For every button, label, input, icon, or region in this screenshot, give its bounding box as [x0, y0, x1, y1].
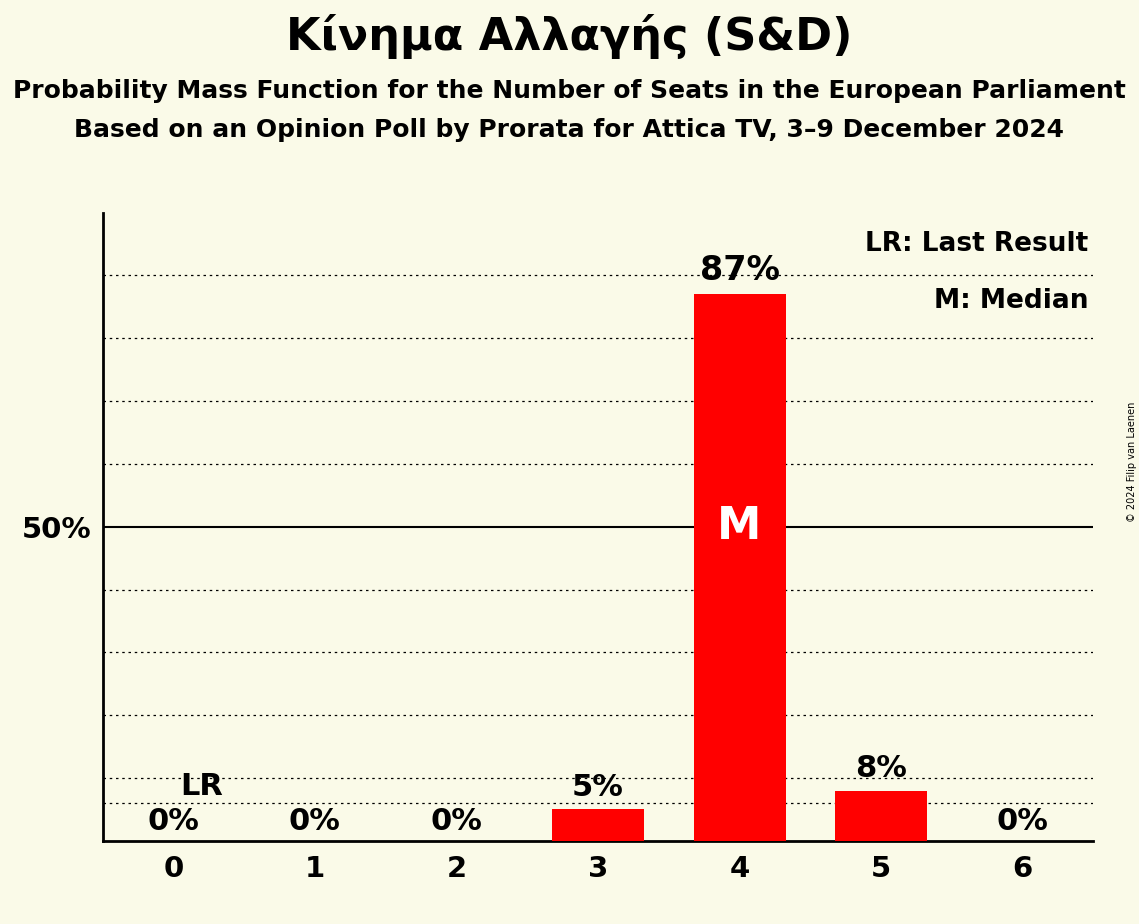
- Text: 0%: 0%: [289, 807, 341, 836]
- Text: 8%: 8%: [855, 754, 907, 783]
- Bar: [552, 809, 644, 841]
- Text: LR: LR: [180, 772, 223, 800]
- Text: M: M: [718, 505, 762, 548]
- Text: LR: Last Result: LR: Last Result: [866, 231, 1089, 258]
- Text: Based on an Opinion Poll by Prorata for Attica TV, 3–9 December 2024: Based on an Opinion Poll by Prorata for …: [74, 118, 1065, 142]
- Bar: [835, 791, 927, 841]
- Text: Κίνημα Αλλαγής (S&D): Κίνημα Αλλαγής (S&D): [286, 14, 853, 59]
- Text: © 2024 Filip van Laenen: © 2024 Filip van Laenen: [1126, 402, 1137, 522]
- Bar: [694, 294, 786, 841]
- Text: Probability Mass Function for the Number of Seats in the European Parliament: Probability Mass Function for the Number…: [13, 79, 1126, 103]
- Text: M: Median: M: Median: [934, 288, 1089, 314]
- Text: 5%: 5%: [572, 772, 624, 802]
- Text: 87%: 87%: [699, 254, 779, 286]
- Text: 0%: 0%: [431, 807, 482, 836]
- Text: 0%: 0%: [147, 807, 199, 836]
- Text: 0%: 0%: [997, 807, 1049, 836]
